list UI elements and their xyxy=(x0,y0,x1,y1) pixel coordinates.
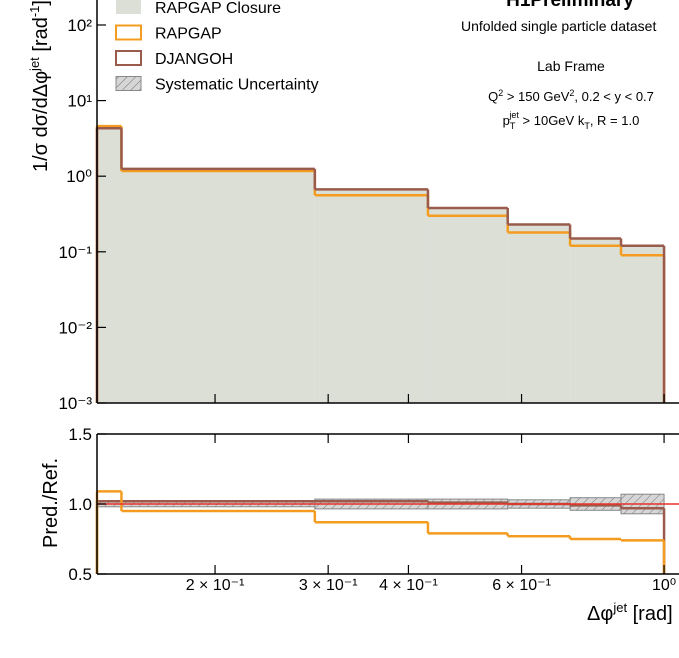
bar xyxy=(621,245,665,403)
legend-label: DJANGOH xyxy=(155,51,233,68)
legend-label: RAPGAP xyxy=(155,26,222,43)
y-tick-label: 10² xyxy=(67,16,92,35)
y-tick-label: 10⁻¹ xyxy=(58,243,92,262)
annotation: pTjet > 10GeV kT, R = 1.0 xyxy=(503,110,640,131)
x-tick-label: 6 × 10⁻¹ xyxy=(492,577,551,594)
legend-label: Systematic Uncertainty xyxy=(155,77,319,94)
annotation: Q2 > 150 GeV2, 0.2 < y < 0.7 xyxy=(488,88,654,104)
bar xyxy=(507,224,571,403)
bar xyxy=(314,189,428,403)
legend-swatch xyxy=(115,50,142,66)
x-tick-label: 10⁰ xyxy=(652,577,676,594)
y-tick-label: 10⁻² xyxy=(58,318,92,337)
y-tick-label: 10⁰ xyxy=(66,167,92,186)
y-tick-label: 1.0 xyxy=(68,495,92,514)
x-tick-label: 2 × 10⁻¹ xyxy=(186,577,245,594)
y-tick-label: 1.5 xyxy=(68,425,92,444)
title: H1Preliminary xyxy=(506,0,634,11)
legend-swatch xyxy=(116,0,141,14)
bar xyxy=(570,238,622,403)
subtitle: Unfolded single particle dataset xyxy=(461,18,656,34)
y-axis-label: Pred./Ref. xyxy=(40,458,62,548)
legend-swatch xyxy=(115,24,142,41)
bar xyxy=(97,128,122,403)
x-axis-label: Δφjet [rad] xyxy=(587,600,673,625)
legend-label: RAPGAP Closure xyxy=(155,0,281,17)
legend-swatch xyxy=(115,76,142,91)
x-tick-label: 4 × 10⁻¹ xyxy=(379,577,438,594)
y-tick-label: 10⁻³ xyxy=(58,394,92,413)
bar xyxy=(121,168,315,403)
x-tick-label: 3 × 10⁻¹ xyxy=(299,577,358,594)
y-tick-label: 10¹ xyxy=(67,92,92,111)
y-tick-label: 0.5 xyxy=(68,565,92,584)
y-axis-label: 1/σ dσ/dΔφjet [rad-1] xyxy=(27,0,52,172)
annotation: Lab Frame xyxy=(537,58,605,74)
bar xyxy=(427,207,508,403)
